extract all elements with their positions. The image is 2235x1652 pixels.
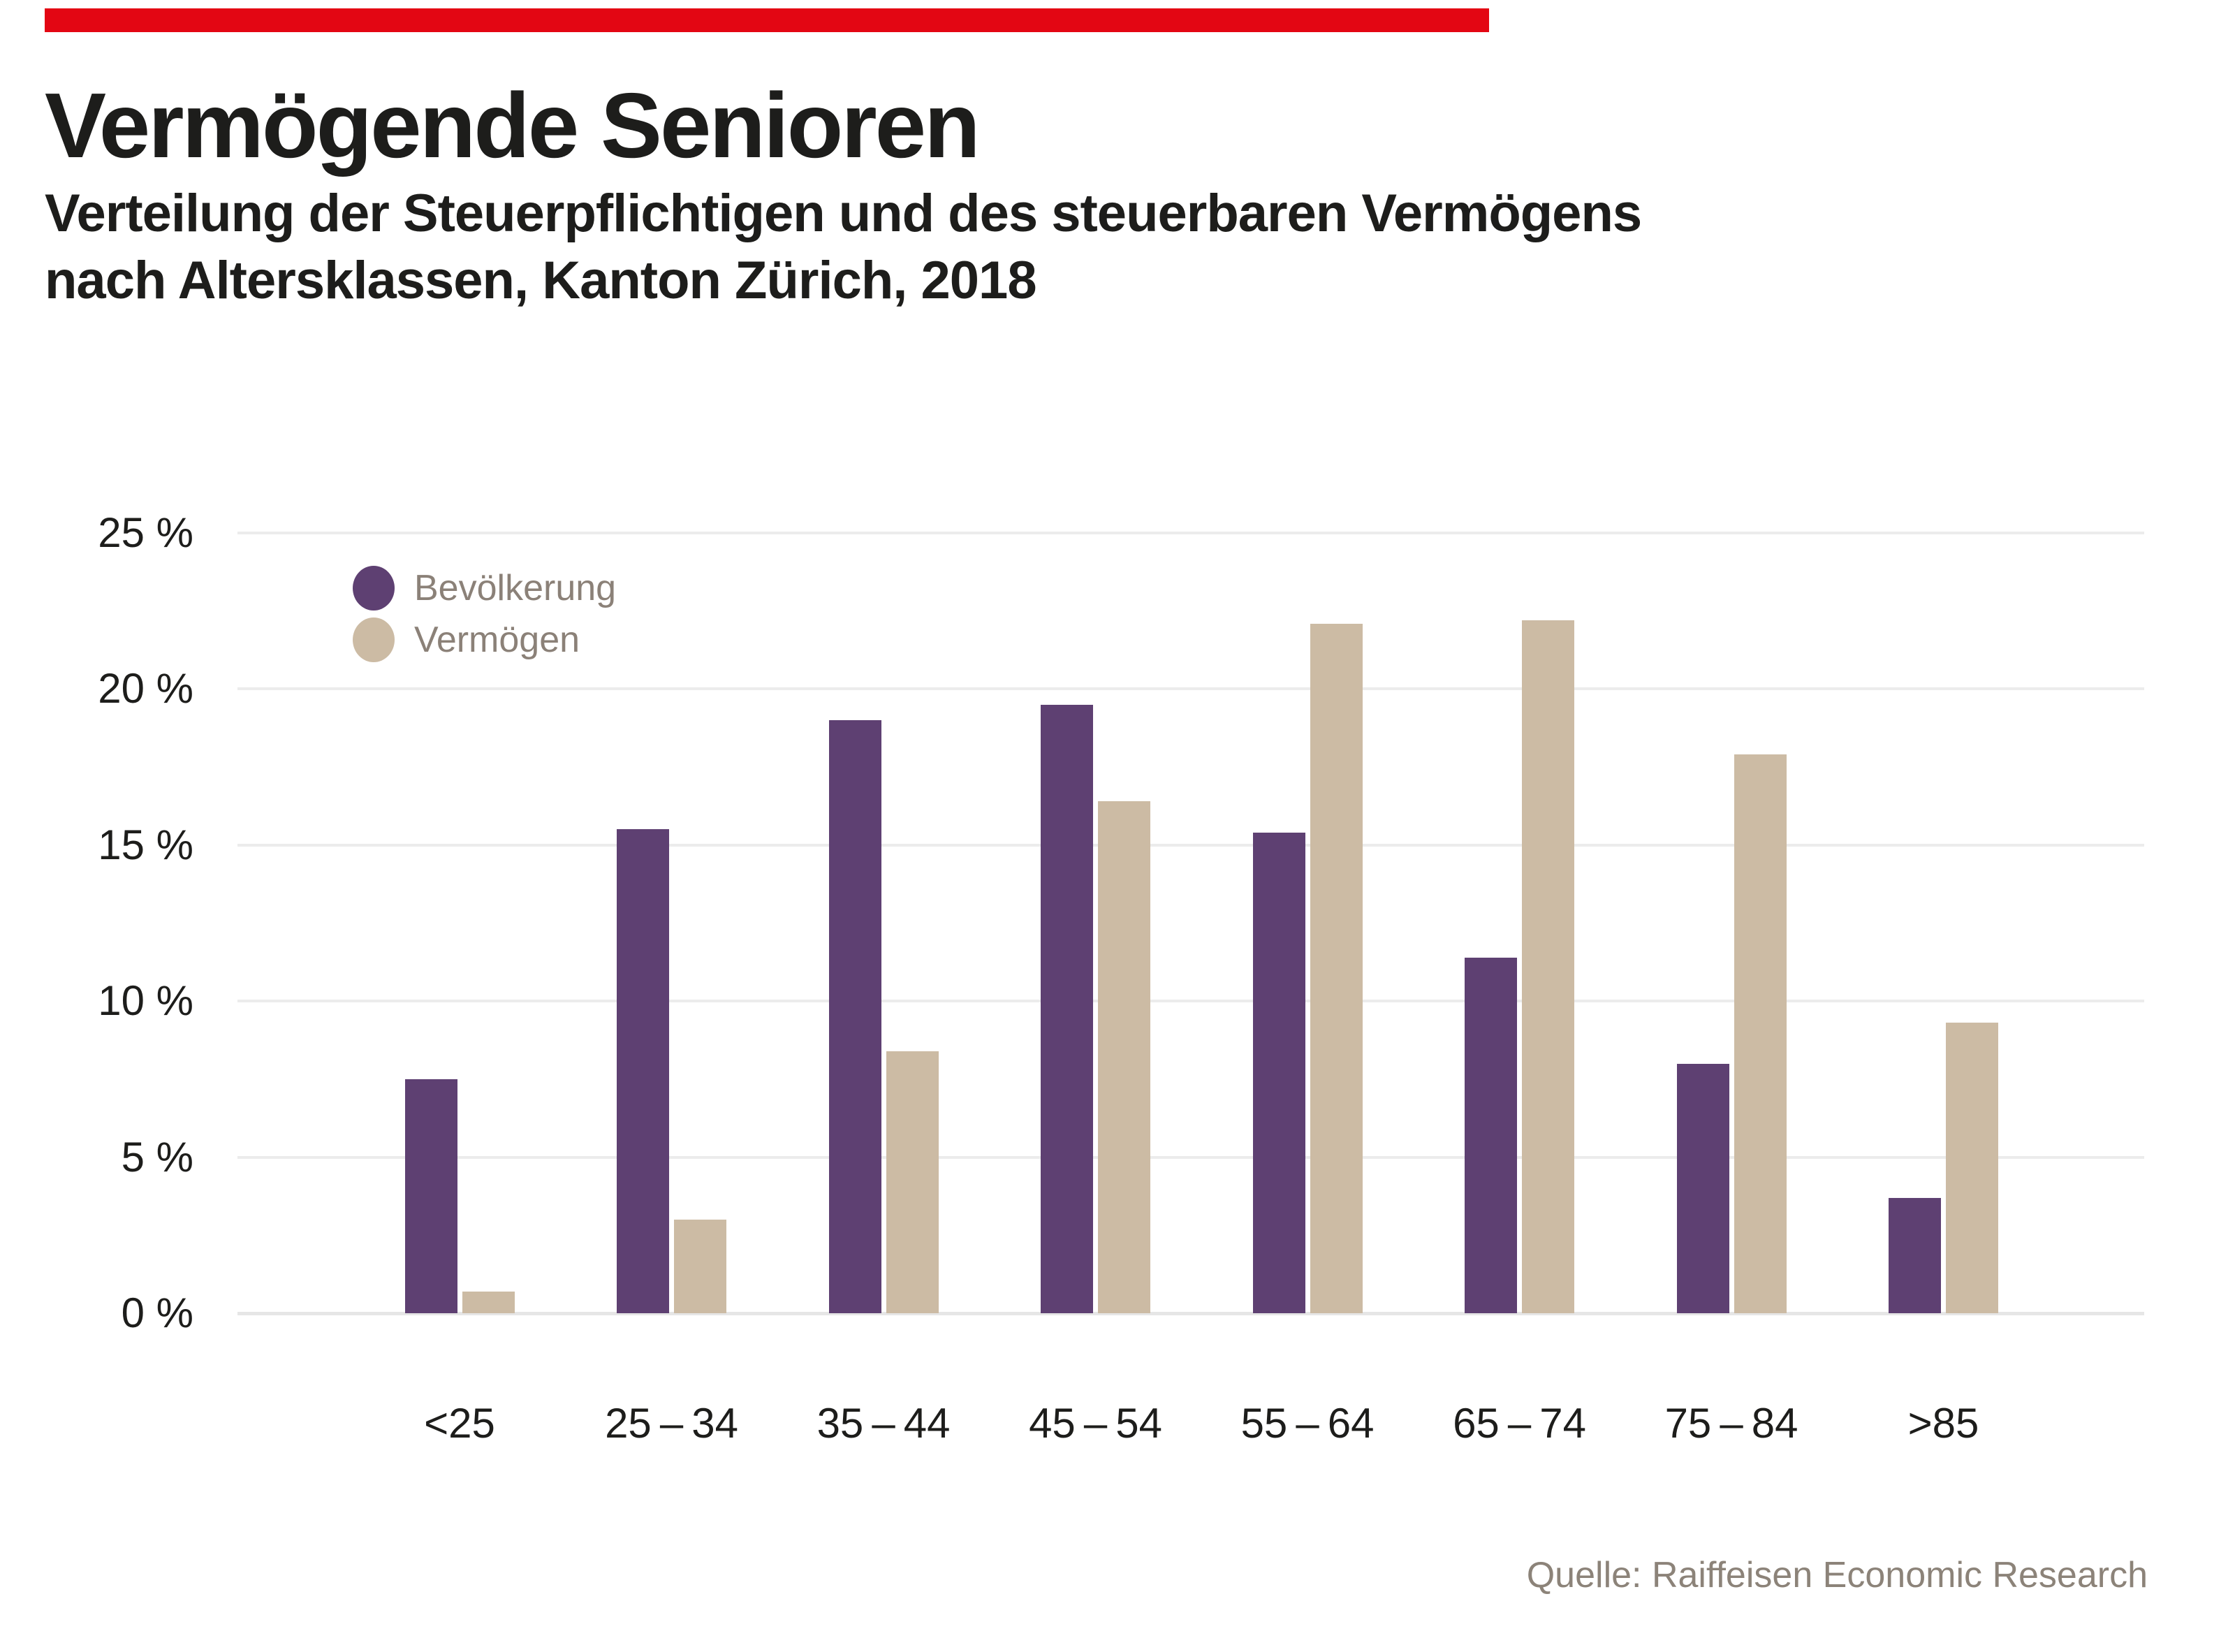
page-title: Vermögende Senioren [45, 74, 981, 177]
x-axis-label: <25 [424, 1400, 495, 1447]
y-tick-label: 20 % [98, 665, 193, 712]
x-axis-label: 65 – 74 [1453, 1400, 1586, 1447]
bar-group [1041, 533, 1150, 1313]
bar-vermoegen [886, 1051, 939, 1313]
gridline [237, 532, 2144, 534]
x-axis-label: 55 – 64 [1240, 1400, 1375, 1447]
legend-dot-icon [353, 566, 395, 611]
legend: Bevölkerung Vermögen [353, 566, 616, 662]
bar-vermoegen [462, 1291, 515, 1313]
bar-group [1465, 533, 1574, 1313]
y-tick-label: 10 % [98, 977, 193, 1025]
legend-label: Vermögen [414, 620, 580, 660]
bar-vermoegen [1946, 1023, 1998, 1313]
y-tick-label: 5 % [121, 1133, 193, 1180]
bar-bevoelkerung [617, 829, 669, 1313]
bar-vermoegen [674, 1219, 726, 1313]
gridline [237, 843, 2144, 847]
bar-bevoelkerung [1041, 704, 1093, 1313]
bar-group [1252, 533, 1363, 1313]
bar-bevoelkerung [828, 720, 881, 1313]
chart-subtitle: Verteilung der Steuerpflichtigen und des… [45, 180, 1642, 314]
x-axis-label: 35 – 44 [816, 1400, 951, 1447]
subtitle-line-1: Verteilung der Steuerpflichtigen und des… [45, 184, 1642, 243]
bar-bevoelkerung [1676, 1063, 1729, 1313]
x-axis-label: 45 – 54 [1029, 1400, 1162, 1447]
gridline [237, 1155, 2144, 1159]
x-axis-label: >85 [1907, 1400, 1979, 1447]
bar-bevoelkerung [1465, 957, 1517, 1313]
y-tick-label: 15 % [98, 821, 193, 868]
gridline [237, 1312, 2144, 1315]
bar-bevoelkerung [1252, 832, 1305, 1313]
x-axis: <25 25 – 34 35 – 44 45 – 54 55 – 64 65 – 74 75… [237, 1398, 2144, 1454]
bar-group [1676, 533, 1787, 1313]
y-axis: 25 % 20 % 15 % 10 % 5 % 0 % [0, 509, 193, 1336]
bar-group [404, 533, 515, 1313]
legend-item: Bevölkerung [353, 566, 616, 611]
bar-vermoegen [1310, 623, 1363, 1313]
y-tick-label: 25 % [98, 509, 193, 556]
plot-area [237, 532, 2144, 1315]
x-axis-label: 75 – 84 [1664, 1400, 1798, 1447]
bar-vermoegen [1522, 620, 1574, 1313]
legend-label: Bevölkerung [414, 568, 617, 608]
gridline [237, 687, 2144, 691]
source-caption: Quelle: Raiffeisen Economic Research [1526, 1555, 2148, 1595]
bar-group [1889, 533, 1998, 1313]
x-axis-label: 25 – 34 [605, 1400, 738, 1447]
bar-bevoelkerung [404, 1079, 457, 1313]
legend-dot-icon [353, 617, 395, 662]
bar-vermoegen [1098, 801, 1150, 1313]
subtitle-line-2: nach Altersklassen, Kanton Zürich, 2018 [45, 251, 1037, 310]
brand-accent-bar [45, 8, 1489, 32]
bar-bevoelkerung [1889, 1197, 1941, 1313]
bar-group [828, 533, 939, 1313]
bar-vermoegen [1734, 754, 1787, 1313]
gridline [237, 1000, 2144, 1003]
y-tick-label: 0 % [121, 1289, 193, 1336]
bar-group [617, 533, 726, 1313]
legend-item: Vermögen [353, 617, 616, 662]
